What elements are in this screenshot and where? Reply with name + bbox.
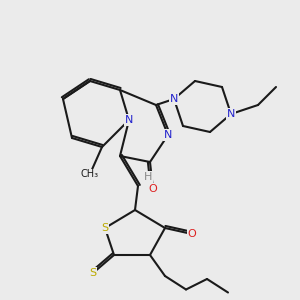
Text: N: N [170,94,178,104]
Text: O: O [188,229,196,239]
Text: S: S [89,268,97,278]
Text: N: N [125,115,133,125]
Text: S: S [101,223,109,233]
Text: H: H [144,172,153,182]
Text: N: N [227,109,235,119]
Text: CH₃: CH₃ [81,169,99,179]
Text: N: N [164,130,172,140]
Text: O: O [148,184,158,194]
